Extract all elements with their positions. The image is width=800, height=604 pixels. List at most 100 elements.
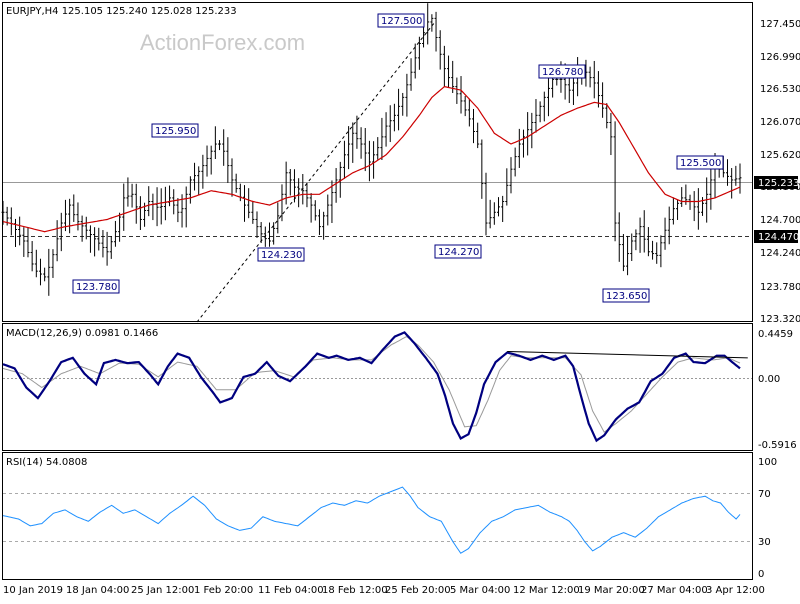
price-bar <box>434 11 438 52</box>
price-bar <box>459 76 463 114</box>
price-bar <box>442 45 446 87</box>
annotation-high-125950: 125.950 <box>151 123 199 138</box>
price-bar <box>113 220 117 247</box>
price-bar <box>55 220 59 262</box>
price-bar <box>617 212 621 262</box>
price-bar <box>22 227 26 257</box>
price-bar <box>692 191 696 222</box>
price-bar <box>330 180 334 223</box>
annotation-label: 127.500 <box>381 16 422 27</box>
price-bar <box>655 242 659 264</box>
price-bar <box>376 137 380 160</box>
price-bar <box>492 202 496 225</box>
price-bar <box>671 197 675 225</box>
x-axis-label: 25 Jan 12:00 <box>131 585 194 596</box>
price-bar <box>496 197 500 217</box>
price-bar <box>367 140 371 182</box>
price-bar <box>696 188 700 230</box>
price-bar <box>546 75 550 117</box>
price-bar <box>422 24 426 48</box>
price-bar <box>172 189 176 215</box>
price-bar <box>451 60 455 94</box>
price-bar <box>351 122 355 163</box>
price-bar <box>642 210 646 253</box>
price-bar <box>34 249 38 278</box>
price-bar <box>538 101 542 123</box>
price-bar <box>126 177 130 207</box>
price-bar <box>605 103 609 129</box>
price-bar <box>397 88 401 131</box>
price-bar <box>571 77 575 105</box>
annotation-label: 125.950 <box>155 126 196 137</box>
price-bar <box>621 234 625 272</box>
annotation-label: 125.500 <box>680 158 721 169</box>
price-bar <box>163 186 167 221</box>
x-axis-label: 10 Jan 2019 <box>3 585 63 596</box>
price-bar <box>272 222 276 245</box>
price-bar <box>213 126 217 159</box>
price-bar <box>413 43 417 79</box>
price-y-axis: 127.450 126.990 126.530 126.070 125.620 … <box>760 19 800 325</box>
price-bar <box>276 202 280 234</box>
x-axis-label: 18 Feb 12:00 <box>322 585 388 596</box>
price-bar <box>97 227 101 251</box>
macd-y-axis: 0.4459 0.00 -0.5916 <box>758 329 797 451</box>
price-bar <box>317 209 321 236</box>
price-bar <box>255 211 259 238</box>
x-axis-label: 12 Mar 12:00 <box>513 585 580 596</box>
rsi-line <box>2 486 741 554</box>
macd-y-tick: 0.4459 <box>758 329 793 340</box>
price-bar <box>322 211 326 240</box>
price-bar <box>472 108 476 144</box>
price-bar <box>188 176 192 204</box>
price-bar <box>626 235 630 276</box>
price-bar <box>168 185 172 207</box>
moving-average-line <box>2 85 741 233</box>
x-axis-label: 1 Feb 20:00 <box>194 585 253 596</box>
price-y-tick: 125.620 <box>760 150 800 161</box>
price-bar <box>430 14 434 32</box>
price-bar <box>43 267 47 282</box>
price-bar <box>609 112 613 156</box>
current-price-tag: 125.233 <box>758 178 799 189</box>
support-level-tag-bg <box>754 230 798 243</box>
price-bar <box>72 194 76 222</box>
price-bar <box>501 195 505 222</box>
support-level-tag: 124.470 <box>758 232 799 243</box>
x-axis-label: 5 Mar 04:00 <box>450 585 510 596</box>
price-bar <box>101 230 105 258</box>
price-bar <box>596 71 600 108</box>
price-bar <box>201 154 205 189</box>
price-bar <box>372 141 376 179</box>
price-bar <box>634 229 638 251</box>
x-axis-label: 25 Feb 20:00 <box>385 585 451 596</box>
price-bar <box>138 196 142 230</box>
price-bar <box>338 161 342 198</box>
price-bar <box>646 227 650 257</box>
price-bar <box>380 117 384 160</box>
price-bar <box>426 3 430 45</box>
price-bar <box>313 200 317 221</box>
price-bar <box>109 235 113 259</box>
price-bar <box>667 206 671 245</box>
price-bar <box>59 212 63 252</box>
price-bar <box>226 137 230 183</box>
price-bar <box>80 215 84 242</box>
rsi-y-tick: 0 <box>758 569 764 580</box>
price-bar <box>488 199 492 229</box>
price-bar <box>542 91 546 122</box>
price-bar <box>326 194 330 226</box>
price-bar <box>738 163 742 194</box>
price-bar <box>193 162 197 191</box>
rsi-panel-header: RSI(14) 54.0808 <box>6 457 87 468</box>
price-y-tick: 126.990 <box>760 52 800 63</box>
price-bar <box>9 207 13 236</box>
price-bar <box>526 112 530 156</box>
price-bar <box>38 258 42 286</box>
macd-y-tick: 0.00 <box>758 374 780 385</box>
price-annotations: 127.500 126.780 125.950 125.500 124.230 … <box>72 13 724 303</box>
price-bar <box>243 185 247 222</box>
price-bar <box>88 225 92 253</box>
price-bar <box>18 216 22 246</box>
price-y-tick: 124.700 <box>760 215 800 226</box>
